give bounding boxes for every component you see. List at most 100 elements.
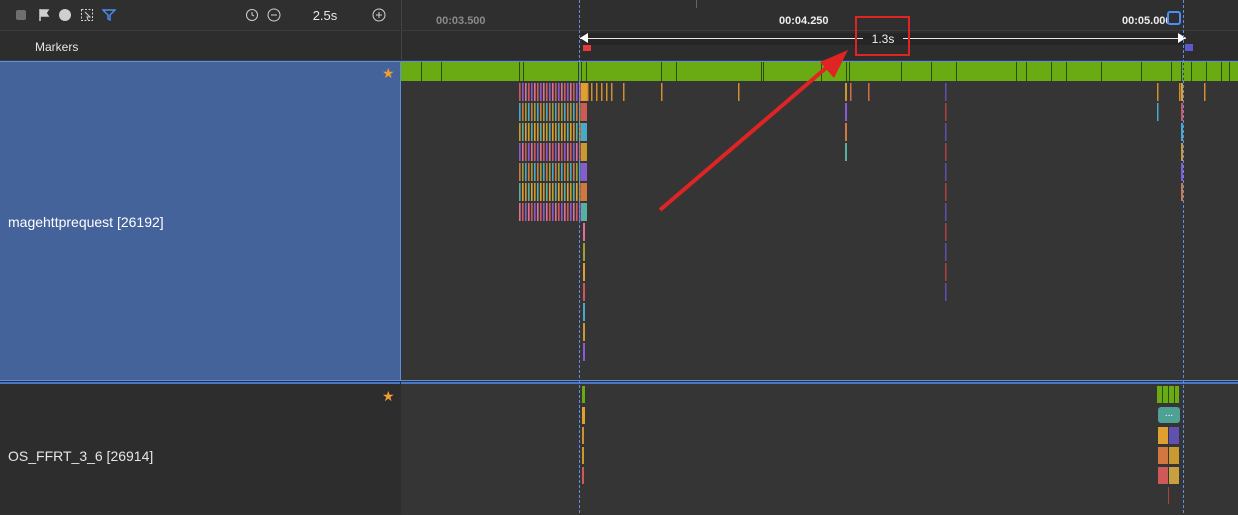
trace-slice[interactable] (564, 183, 566, 201)
thread-state-gap[interactable] (901, 62, 902, 81)
trace-slice[interactable] (576, 103, 578, 121)
trace-slice[interactable] (555, 203, 557, 221)
trace-slice[interactable] (945, 123, 947, 141)
trace-slice[interactable] (555, 163, 557, 181)
thread-state-bar[interactable] (582, 386, 585, 403)
trace-slice[interactable] (581, 163, 587, 181)
trace-slice[interactable] (1181, 163, 1183, 181)
trace-slice[interactable] (531, 163, 533, 181)
process-lane[interactable]: ... (401, 382, 1238, 515)
thread-state-gap[interactable] (1051, 62, 1052, 81)
trace-slice[interactable] (582, 427, 584, 444)
trace-slice[interactable] (531, 183, 533, 201)
zoom-out-icon[interactable] (267, 8, 281, 22)
trace-slice[interactable] (546, 143, 548, 161)
thread-state-gap[interactable] (956, 62, 957, 81)
thread-state-gap[interactable] (586, 62, 587, 81)
trace-slice[interactable] (534, 183, 536, 201)
trace-slice[interactable] (561, 123, 563, 141)
trace-slice[interactable] (573, 103, 575, 121)
trace-slice[interactable] (945, 263, 947, 281)
trace-slice[interactable] (945, 143, 947, 161)
trace-slice[interactable] (555, 103, 557, 121)
trace-slice[interactable] (581, 183, 587, 201)
trace-slice[interactable] (945, 203, 947, 221)
trace-slice[interactable] (543, 203, 545, 221)
compass-icon[interactable] (58, 8, 72, 22)
trace-slice[interactable] (525, 103, 527, 121)
trace-slice[interactable] (561, 143, 563, 161)
trace-slice[interactable] (534, 203, 536, 221)
select-icon[interactable] (80, 8, 94, 22)
trace-slice[interactable] (845, 143, 847, 161)
trace-slice[interactable] (945, 103, 947, 121)
trace-slice[interactable] (573, 183, 575, 201)
trace-slice[interactable] (528, 203, 530, 221)
thread-state-gap[interactable] (581, 62, 582, 81)
collapsed-slices-badge[interactable]: ... (1158, 407, 1180, 423)
trace-slice[interactable] (525, 83, 527, 101)
time-ruler[interactable]: 00:03.500 00:04.250 00:05.000 (401, 0, 1238, 31)
trace-slice[interactable] (558, 103, 560, 121)
trace-slice[interactable] (845, 123, 847, 141)
trace-slice[interactable] (1181, 103, 1183, 121)
trace-slice[interactable] (573, 123, 575, 141)
trace-slice[interactable] (567, 83, 569, 101)
trace-slice[interactable] (543, 83, 545, 101)
trace-slice[interactable] (945, 223, 947, 241)
trace-slice[interactable] (549, 183, 551, 201)
trace-slice[interactable] (576, 203, 578, 221)
trace-slice[interactable] (531, 103, 533, 121)
trace-slice[interactable] (534, 163, 536, 181)
trace-slice[interactable] (583, 223, 585, 241)
trace-slice[interactable] (525, 123, 527, 141)
trace-slice[interactable] (528, 163, 530, 181)
trace-slice[interactable] (522, 83, 524, 101)
trace-slice[interactable] (573, 143, 575, 161)
trace-slice[interactable] (611, 83, 613, 101)
trace-slice[interactable] (570, 103, 572, 121)
star-icon[interactable]: ★ (382, 388, 395, 404)
trace-slice[interactable] (582, 407, 585, 424)
trace-slice[interactable] (738, 83, 740, 101)
trace-slice[interactable] (558, 83, 560, 101)
trace-slice[interactable] (543, 183, 545, 201)
flag-icon[interactable] (37, 8, 51, 22)
trace-slice[interactable] (543, 123, 545, 141)
trace-slice[interactable] (945, 183, 947, 201)
trace-slice[interactable] (661, 83, 663, 101)
trace-slice[interactable] (540, 103, 542, 121)
trace-slice[interactable] (567, 163, 569, 181)
trace-slice[interactable] (552, 123, 554, 141)
trace-slice[interactable] (573, 203, 575, 221)
zoom-in-icon[interactable] (372, 8, 386, 22)
trace-slice[interactable] (1181, 83, 1183, 101)
thread-state-gap[interactable] (1174, 386, 1175, 403)
trace-slice[interactable] (564, 123, 566, 141)
trace-slice[interactable] (552, 163, 554, 181)
thread-state-gap[interactable] (1026, 62, 1027, 81)
trace-slice[interactable] (531, 83, 533, 101)
trace-slice[interactable] (519, 143, 521, 161)
trace-slice[interactable] (567, 203, 569, 221)
trace-slice[interactable] (561, 103, 563, 121)
trace-slice[interactable] (558, 203, 560, 221)
trace-slice[interactable] (596, 83, 598, 101)
trace-slice[interactable] (543, 163, 545, 181)
trace-slice[interactable] (570, 83, 572, 101)
thread-state-gap[interactable] (1168, 386, 1169, 403)
trace-slice[interactable] (522, 163, 524, 181)
trace-slice[interactable] (549, 123, 551, 141)
trace-slice[interactable] (623, 83, 625, 101)
trace-slice[interactable] (543, 143, 545, 161)
trace-slice[interactable] (570, 163, 572, 181)
trace-slice[interactable] (534, 143, 536, 161)
trace-slice[interactable] (945, 83, 947, 101)
trace-slice[interactable] (549, 83, 551, 101)
star-icon[interactable]: ★ (382, 65, 395, 81)
trace-slice[interactable] (570, 183, 572, 201)
trace-slice[interactable] (519, 103, 521, 121)
trace-slice[interactable] (540, 143, 542, 161)
trace-slice[interactable] (583, 323, 585, 341)
trace-slice[interactable] (1169, 447, 1179, 464)
